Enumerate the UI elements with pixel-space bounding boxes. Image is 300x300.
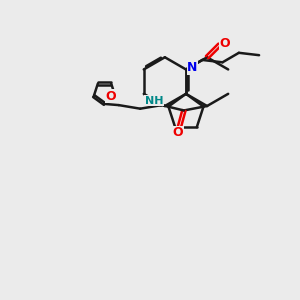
Text: O: O <box>172 126 183 139</box>
Text: N: N <box>187 61 198 74</box>
Text: NH: NH <box>145 96 164 106</box>
Text: O: O <box>220 37 230 50</box>
Text: O: O <box>106 90 116 103</box>
